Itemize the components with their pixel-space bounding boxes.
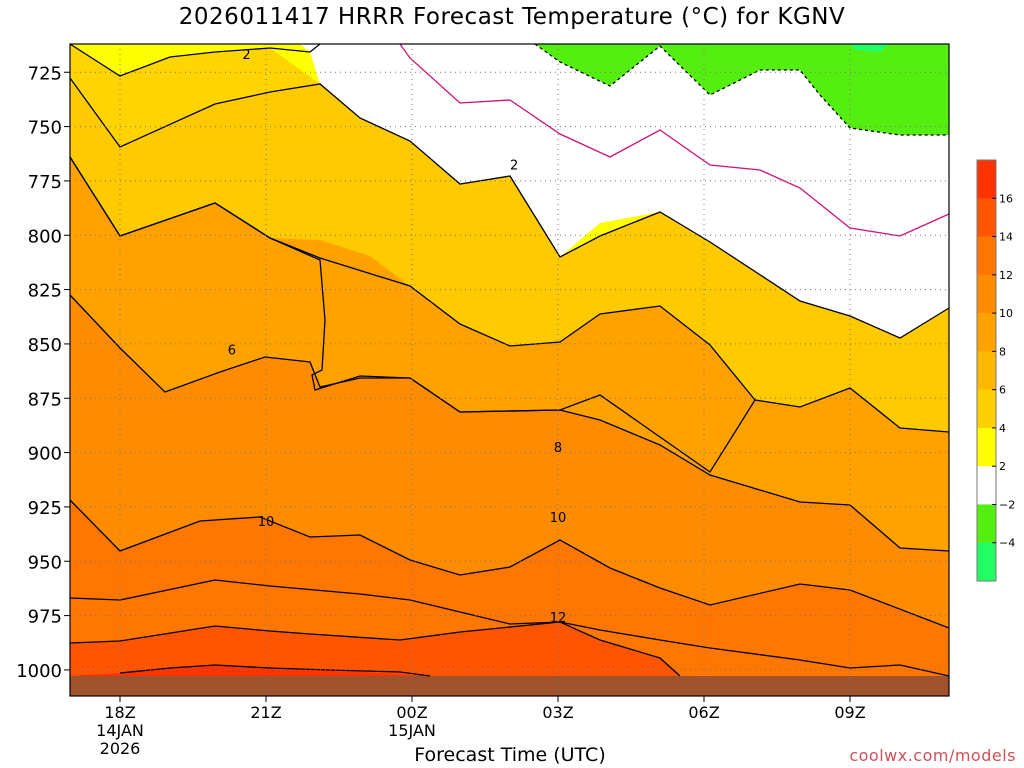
band-minus6-minus4 <box>850 44 890 52</box>
y-tick-label: 800 <box>28 226 62 247</box>
colorbar-tick-label: 8 <box>999 345 1006 358</box>
filled-contours <box>70 44 949 696</box>
x-tick-label: 03Z <box>542 703 573 722</box>
colorbar-bin <box>977 427 996 467</box>
y-tick-label: 900 <box>28 444 62 465</box>
contour-label: 12 <box>550 611 567 626</box>
y-tick-label: 750 <box>28 118 62 139</box>
ground <box>70 676 949 696</box>
colorbar-tick-label: 12 <box>999 269 1013 282</box>
x-tick-label: 00Z <box>396 703 427 722</box>
y-tick-label: 850 <box>28 335 62 356</box>
x-tick-year: 2026 <box>100 739 141 758</box>
x-tick-label: 06Z <box>688 703 719 722</box>
colorbar-tick-label: 14 <box>999 231 1013 244</box>
contour-labels: 2 2 6 8 10 10 12 <box>228 48 567 626</box>
colorbar-tick-label: −2 <box>999 498 1015 511</box>
contour-label: 2 <box>510 159 518 174</box>
colorbar-bin <box>977 504 996 544</box>
colorbar-tick-label: 4 <box>999 422 1006 435</box>
contour-label: 10 <box>258 515 275 530</box>
x-tick-label: 18Z <box>104 703 135 722</box>
contour-12b <box>69 579 950 677</box>
colorbar-tick-label: 2 <box>999 460 1006 473</box>
band-minus4-minus2 <box>535 44 949 135</box>
x-tick-date: 15JAN <box>388 721 436 740</box>
contour-minus2 <box>534 43 949 136</box>
contour-label: 10 <box>550 511 567 526</box>
site-credit: coolwx.com/models <box>849 746 1016 765</box>
x-tick-label: 09Z <box>834 703 865 722</box>
colorbar-bin <box>977 313 996 352</box>
colorbar-bin <box>977 160 996 199</box>
plot-frame <box>69 43 950 697</box>
colorbar-bin <box>977 351 996 391</box>
x-tick-date: 14JAN <box>96 721 144 740</box>
colorbar: 16 14 12 10 8 6 4 2 −2 −4 <box>976 159 1015 582</box>
grid <box>70 44 949 696</box>
colorbar-bin <box>977 389 996 429</box>
contour-label: 2 <box>242 48 250 63</box>
y-tick-label: 725 <box>28 63 62 84</box>
contour-6b <box>69 156 756 401</box>
contour-12 <box>69 621 681 677</box>
x-tick-label: 21Z <box>250 703 281 722</box>
y-tick-label: 975 <box>28 607 62 628</box>
colorbar-tick-label: 16 <box>999 192 1013 205</box>
contour-14 <box>119 664 431 677</box>
colorbar-tick-label: −4 <box>999 537 1015 550</box>
y-tick-label: 925 <box>28 498 62 519</box>
y-tick-label: 775 <box>28 172 62 193</box>
colorbar-bin <box>977 274 996 314</box>
colorbar-tick-label: 10 <box>999 307 1013 320</box>
colorbar-bin <box>977 198 996 238</box>
y-axis: 725 750 775 800 825 850 875 900 925 950 975 1000 <box>16 63 70 682</box>
colorbar-bin <box>977 236 996 276</box>
contour-10 <box>69 499 950 629</box>
contour-label: 8 <box>554 441 562 456</box>
y-tick-label: 825 <box>28 281 62 302</box>
y-tick-label: 950 <box>28 552 62 573</box>
contour-2 <box>69 43 321 77</box>
contour-4 <box>69 77 950 339</box>
contour-label: 6 <box>228 343 236 358</box>
colorbar-frame <box>976 159 997 582</box>
band-minus2-2 <box>300 44 949 338</box>
colorbar-tick-label: 6 <box>999 384 1006 397</box>
contour-lines <box>69 43 950 677</box>
y-tick-label: 875 <box>28 389 62 410</box>
x-axis-label: Forecast Time (UTC) <box>414 744 606 766</box>
y-tick-label: 1000 <box>16 661 62 682</box>
colorbar-bin <box>977 466 996 505</box>
chart-title: 2026011417 HRRR Forecast Temperature (°C… <box>178 4 846 30</box>
colorbar-bin <box>977 542 996 582</box>
contour-0 <box>399 43 950 237</box>
